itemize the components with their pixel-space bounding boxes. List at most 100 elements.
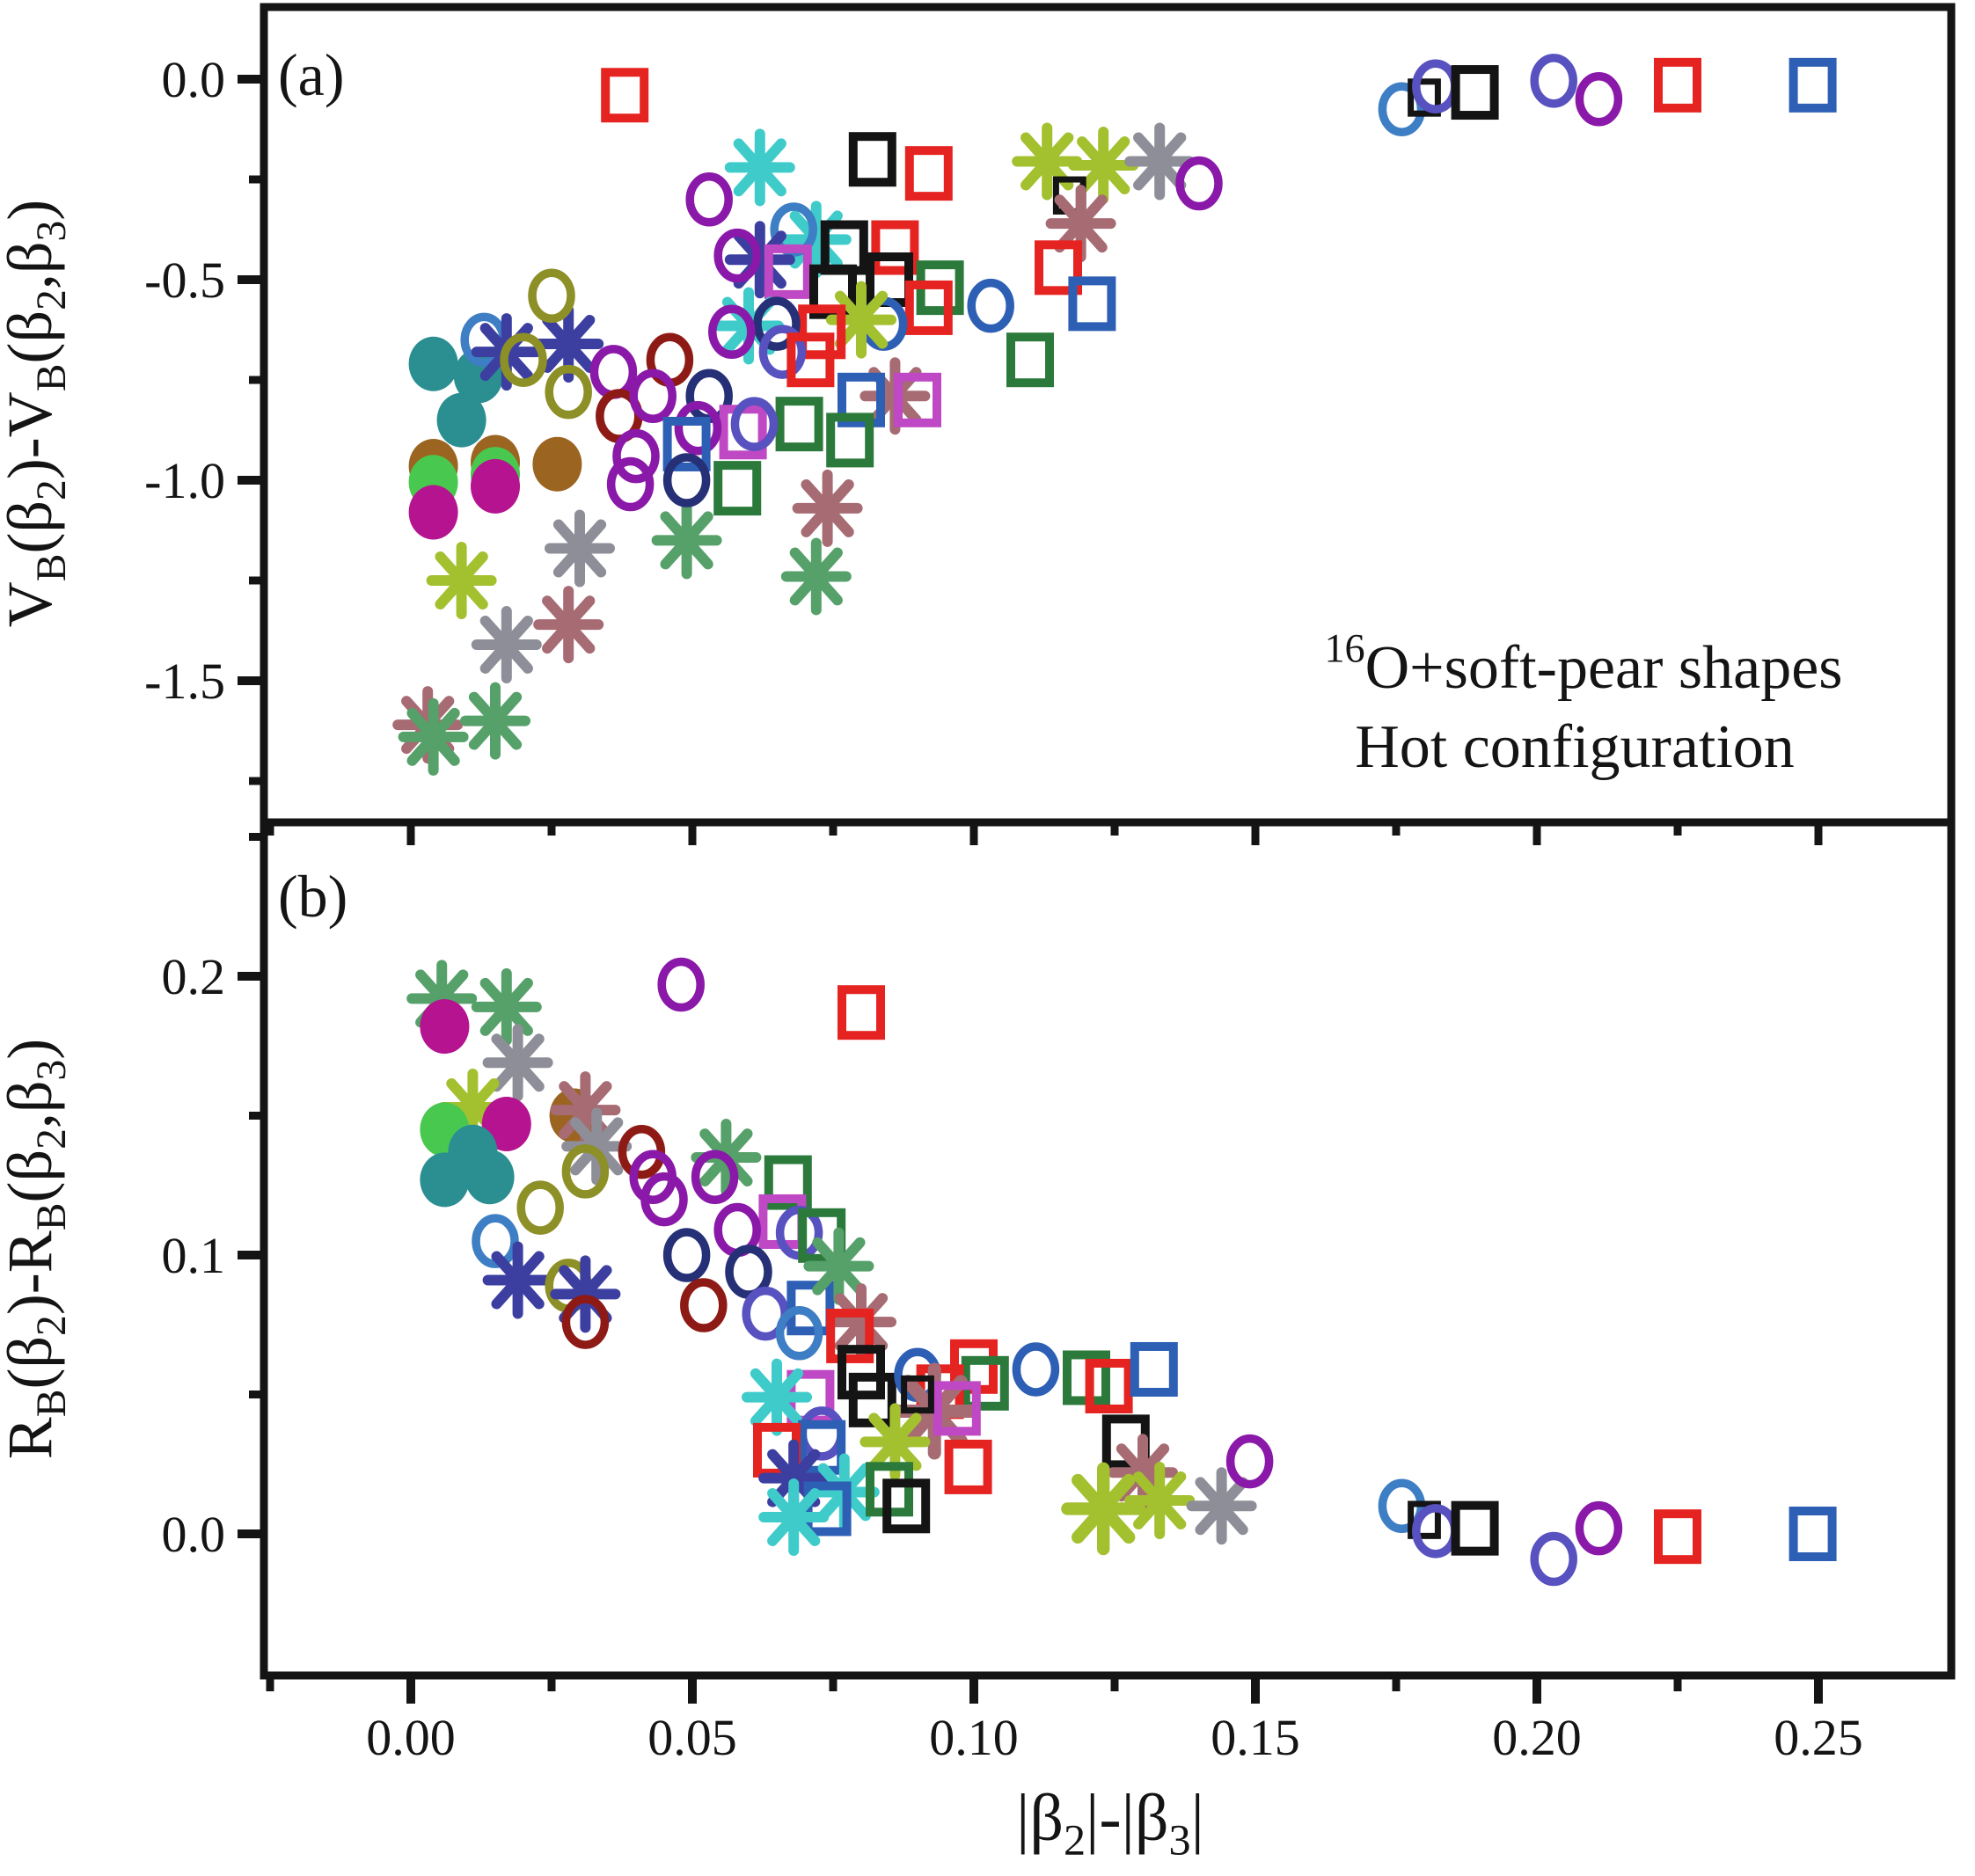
marker-open-square-red [871, 220, 919, 275]
marker-open-circle-purple [640, 1172, 688, 1227]
marker-open-square-red [904, 280, 953, 335]
marker-filled-circle-magenta [481, 1097, 531, 1152]
marker-open-square-red [1035, 240, 1082, 296]
marker-open-circle-olive [545, 364, 592, 420]
marker-open-circle-purple [685, 172, 733, 227]
marker-filled-circle-teal [408, 336, 458, 391]
marker-asterisk-rose [533, 586, 604, 664]
marker-open-circle-purple [708, 304, 756, 360]
x-tick-label: 0.25 [1774, 1709, 1863, 1766]
marker-asterisk-seagreen [460, 682, 530, 760]
marker-open-circle-purple [713, 228, 761, 283]
marker-open-square-red [601, 68, 649, 123]
marker-open-square-blue [838, 372, 885, 427]
marker-open-circle-olive [561, 1144, 610, 1199]
marker-open-square-orchid [764, 244, 812, 299]
marker-open-circle-navyblue [753, 296, 801, 351]
marker-asterisk-gray [1124, 122, 1196, 201]
panel-b-border [260, 818, 1956, 1680]
marker-asterisk-cyan [758, 1478, 830, 1556]
marker-asterisk-gray [1186, 1467, 1257, 1545]
marker-open-square-black [1451, 1500, 1499, 1556]
marker-open-circle-steelblue [1378, 82, 1426, 136]
marker-open-circle-purple [629, 369, 677, 423]
marker-open-square-blue [1068, 276, 1116, 332]
marker-filled-circle-teal [464, 1150, 515, 1205]
marker-asterisk-yellowgreen [826, 281, 896, 359]
marker-open-circle-purple [1575, 72, 1623, 127]
marker-asterisk-yellowgreen [1061, 1462, 1146, 1556]
marker-open-circle-steelblue [472, 1214, 519, 1268]
marker-asterisk-cyan [724, 128, 795, 207]
marker-open-square-black [1451, 65, 1499, 120]
marker-open-circle-purple [691, 1150, 739, 1204]
marker-open-circle-olive [500, 332, 547, 387]
marker-open-square-orchid [933, 1381, 981, 1436]
marker-open-square-red [786, 332, 835, 388]
marker-open-square-red [1654, 57, 1701, 113]
marker-filled-circle-teal [436, 392, 486, 448]
annotation-line-1: 16O+soft-pear shapes [1324, 626, 1842, 702]
marker-open-square-blue [1130, 1341, 1178, 1397]
marker-open-circle-violet [1530, 1531, 1577, 1587]
marker-open-square-blue [662, 416, 711, 471]
y-tick-label-a: -0.5 [144, 252, 225, 309]
marker-filled-circle-magenta [471, 458, 520, 514]
y-tick-label-b: 0.0 [162, 1506, 226, 1563]
marker-asterisk-yellowgreen [426, 542, 497, 619]
marker-open-square-orchid [894, 372, 941, 427]
marker-open-circle-navyblue [662, 453, 711, 507]
marker-open-circle-navyblue [662, 1228, 711, 1282]
marker-open-circle-olive [528, 268, 575, 323]
y-axis-title-a: VB(β2)-VB(β2,β3) [0, 200, 75, 628]
marker-open-square-black [901, 1375, 934, 1414]
y-tick-label-b: 0.2 [162, 948, 226, 1005]
marker-open-square-blue [1788, 1507, 1837, 1561]
marker-asterisk-gray [471, 605, 542, 683]
marker-asterisk-seagreen [471, 967, 542, 1046]
marker-open-square-red [826, 1308, 874, 1363]
y-tick-label-a: -1.5 [144, 653, 225, 710]
marker-open-circle-purple [589, 345, 638, 399]
marker-asterisk-yellowgreen [1068, 127, 1139, 205]
marker-open-square-darkgreen [775, 397, 823, 452]
marker-asterisk-rose [826, 1283, 896, 1361]
marker-asterisk-rose [792, 469, 863, 547]
x-tick-label: 0.20 [1492, 1709, 1582, 1766]
marker-asterisk-yellowgreen [1124, 1461, 1196, 1539]
x-axis-title: |β2|-|β3| [1016, 1781, 1204, 1865]
marker-asterisk-cyan [742, 1358, 812, 1436]
marker-open-circle-purple [1575, 1500, 1623, 1556]
marker-asterisk-seagreen [780, 537, 852, 616]
marker-open-square-black [882, 1478, 931, 1534]
x-tick-label: 0.00 [366, 1709, 456, 1766]
marker-open-circle-purple [674, 400, 722, 456]
marker-open-square-black [1408, 1500, 1441, 1539]
marker-open-circle-navyblue [725, 1245, 772, 1299]
marker-open-square-black [1408, 78, 1441, 117]
marker-asterisk-seagreen [398, 697, 469, 776]
panel-a-label: (a) [278, 41, 344, 108]
marker-asterisk-gray [561, 1107, 633, 1186]
marker-open-circle-violet [1530, 54, 1577, 108]
marker-open-square-darkgreen [713, 461, 762, 516]
marker-open-circle-olive [516, 1180, 564, 1235]
marker-asterisk-cyan [780, 201, 852, 279]
y-axis-title-b: RB(β2)-RB(β2,β3) [0, 1039, 75, 1460]
marker-filled-circle-brown [532, 436, 582, 492]
marker-open-circle-purple [606, 456, 655, 512]
marker-open-square-red [944, 1439, 992, 1494]
marker-filled-circle-magenta [420, 999, 470, 1055]
marker-filled-circle-teal [420, 1152, 470, 1208]
y-tick-label-a: -1.0 [144, 452, 225, 509]
marker-open-square-red [798, 304, 846, 360]
marker-open-circle-purple [1175, 156, 1223, 211]
marker-open-square-red [904, 146, 953, 201]
marker-open-square-red [1085, 1358, 1133, 1413]
marker-open-square-darkgreen [1006, 332, 1054, 388]
marker-open-circle-purple [1225, 1434, 1274, 1489]
x-tick-label: 0.10 [929, 1709, 1019, 1766]
marker-open-square-black [838, 1345, 885, 1400]
marker-open-circle-blue [967, 278, 1014, 333]
